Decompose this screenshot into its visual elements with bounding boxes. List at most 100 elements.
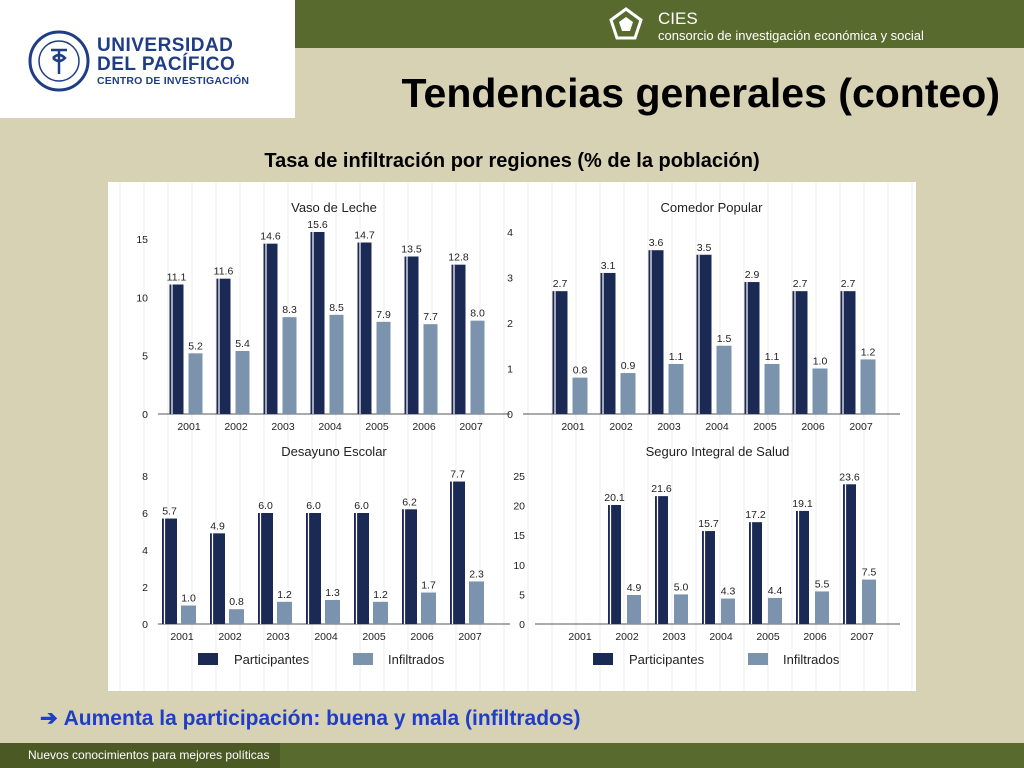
legend-swatch-infiltrados: [748, 653, 768, 665]
y-tick-label: 15: [136, 234, 148, 246]
bar-participantes: [216, 278, 231, 414]
data-label-infiltrados: 4.9: [627, 582, 642, 594]
data-label-participantes: 3.5: [697, 242, 712, 254]
data-label-participantes: 17.2: [745, 509, 766, 521]
bar-infiltrados: [627, 594, 641, 624]
data-label-participantes: 14.7: [354, 230, 375, 242]
bar-participantes: [402, 509, 417, 624]
x-tick-label: 2002: [609, 421, 633, 433]
bar-participantes: [263, 243, 278, 414]
legend-label-participantes: Participantes: [234, 652, 310, 667]
bar-participantes: [744, 282, 760, 414]
footer-text: Nuevos conocimientos para mejores políti…: [28, 748, 270, 762]
chart-panel: Vaso de Leche 0 5 10 15 2001 11.1 5.2 2002 11.6 5.…: [108, 182, 916, 691]
university-logo: UNIVERSIDAD DEL PACÍFICO CENTRO DE INVES…: [0, 0, 295, 118]
bar-participantes: [608, 505, 621, 624]
data-label-infiltrados: 8.0: [470, 308, 485, 320]
data-label-participantes: 19.1: [792, 498, 813, 510]
bar-infiltrados: [764, 363, 780, 414]
bar-participantes: [840, 291, 856, 414]
x-tick-label: 2004: [709, 631, 733, 643]
note-label: Aumenta la participación: buena y mala (…: [63, 707, 581, 730]
data-label-infiltrados: 0.9: [621, 360, 636, 372]
data-label-infiltrados: 1.0: [813, 356, 828, 368]
data-label-participantes: 6.0: [258, 500, 273, 512]
note-text: ➔ Aumenta la participación: buena y mala …: [40, 706, 581, 731]
y-tick-label: 10: [513, 560, 525, 572]
x-tick-label: 2006: [410, 631, 434, 643]
data-label-infiltrados: 4.3: [721, 586, 736, 598]
chart-subtitle: Vaso de Leche: [291, 200, 377, 215]
y-tick-label: 3: [507, 273, 513, 285]
bar-infiltrados: [329, 314, 344, 414]
bar-participantes: [600, 272, 616, 414]
y-tick-label: 1: [507, 364, 513, 376]
legend-label-infiltrados: Infiltrados: [388, 652, 445, 667]
cies-subtitle: consorcio de investigación económica y s…: [658, 28, 924, 43]
university-seal-icon: [28, 30, 90, 92]
data-label-infiltrados: 0.8: [229, 596, 244, 608]
bar-infiltrados: [470, 320, 485, 414]
y-tick-label: 10: [136, 292, 148, 304]
y-tick-label: 2: [507, 318, 513, 330]
bar-participantes: [169, 284, 184, 414]
bar-infiltrados: [812, 368, 828, 414]
bar-infiltrados: [277, 601, 292, 624]
y-tick-label: 8: [142, 471, 148, 483]
legend-label-infiltrados: Infiltrados: [783, 652, 840, 667]
bar-infiltrados: [325, 599, 340, 624]
data-label-participantes: 2.7: [793, 278, 808, 290]
legend-swatch-participantes: [198, 653, 218, 665]
data-label-infiltrados: 7.7: [423, 311, 438, 323]
data-label-participantes: 20.1: [604, 492, 625, 504]
data-label-participantes: 2.7: [553, 278, 568, 290]
y-tick-label: 5: [519, 589, 525, 601]
bar-infiltrados: [620, 373, 636, 414]
bar-infiltrados: [674, 594, 688, 624]
bar-infiltrados: [721, 598, 735, 624]
bar-participantes: [310, 232, 325, 414]
x-tick-label: 2005: [756, 631, 780, 643]
bar-participantes: [749, 522, 762, 624]
bar-participantes: [696, 254, 712, 414]
data-label-infiltrados: 5.5: [815, 578, 830, 590]
bar-infiltrados: [229, 609, 244, 624]
bar-infiltrados: [235, 351, 250, 414]
x-tick-label: 2001: [561, 421, 585, 433]
data-label-infiltrados: 8.3: [282, 304, 297, 316]
data-label-participantes: 3.6: [649, 237, 664, 249]
data-label-infiltrados: 1.0: [181, 593, 196, 605]
x-tick-label: 2007: [458, 631, 482, 643]
charts-svg: Vaso de Leche051015200111.15.2200211.65.…: [119, 182, 913, 691]
data-label-participantes: 4.9: [210, 520, 225, 532]
data-label-participantes: 6.2: [402, 496, 417, 508]
data-label-participantes: 2.7: [841, 278, 856, 290]
bar-infiltrados: [768, 597, 782, 624]
bar-infiltrados: [373, 601, 388, 624]
x-tick-label: 2003: [271, 421, 295, 433]
bar-participantes: [258, 513, 273, 624]
x-tick-label: 2004: [705, 421, 729, 433]
x-tick-label: 2004: [314, 631, 338, 643]
legend-swatch-infiltrados: [353, 653, 373, 665]
bar-participantes: [354, 513, 369, 624]
y-tick-label: 20: [513, 501, 525, 513]
bar-infiltrados: [181, 605, 196, 624]
data-label-participantes: 13.5: [401, 244, 422, 256]
x-tick-label: 2003: [657, 421, 681, 433]
bar-infiltrados: [282, 317, 297, 414]
bar-participantes: [552, 291, 568, 414]
bar-participantes: [357, 242, 372, 414]
data-label-participantes: 6.0: [306, 500, 321, 512]
x-tick-label: 2002: [218, 631, 242, 643]
data-label-infiltrados: 4.4: [768, 585, 783, 597]
bar-infiltrados: [815, 591, 829, 624]
university-name-line2: DEL PACÍFICO: [97, 54, 236, 75]
data-label-infiltrados: 0.8: [573, 365, 588, 377]
data-label-participantes: 3.1: [601, 260, 616, 272]
y-tick-label: 25: [513, 471, 525, 483]
data-label-participantes: 6.0: [354, 500, 369, 512]
y-tick-label: 0: [142, 619, 148, 631]
data-label-infiltrados: 1.2: [861, 346, 876, 358]
data-label-participantes: 23.6: [839, 471, 860, 483]
